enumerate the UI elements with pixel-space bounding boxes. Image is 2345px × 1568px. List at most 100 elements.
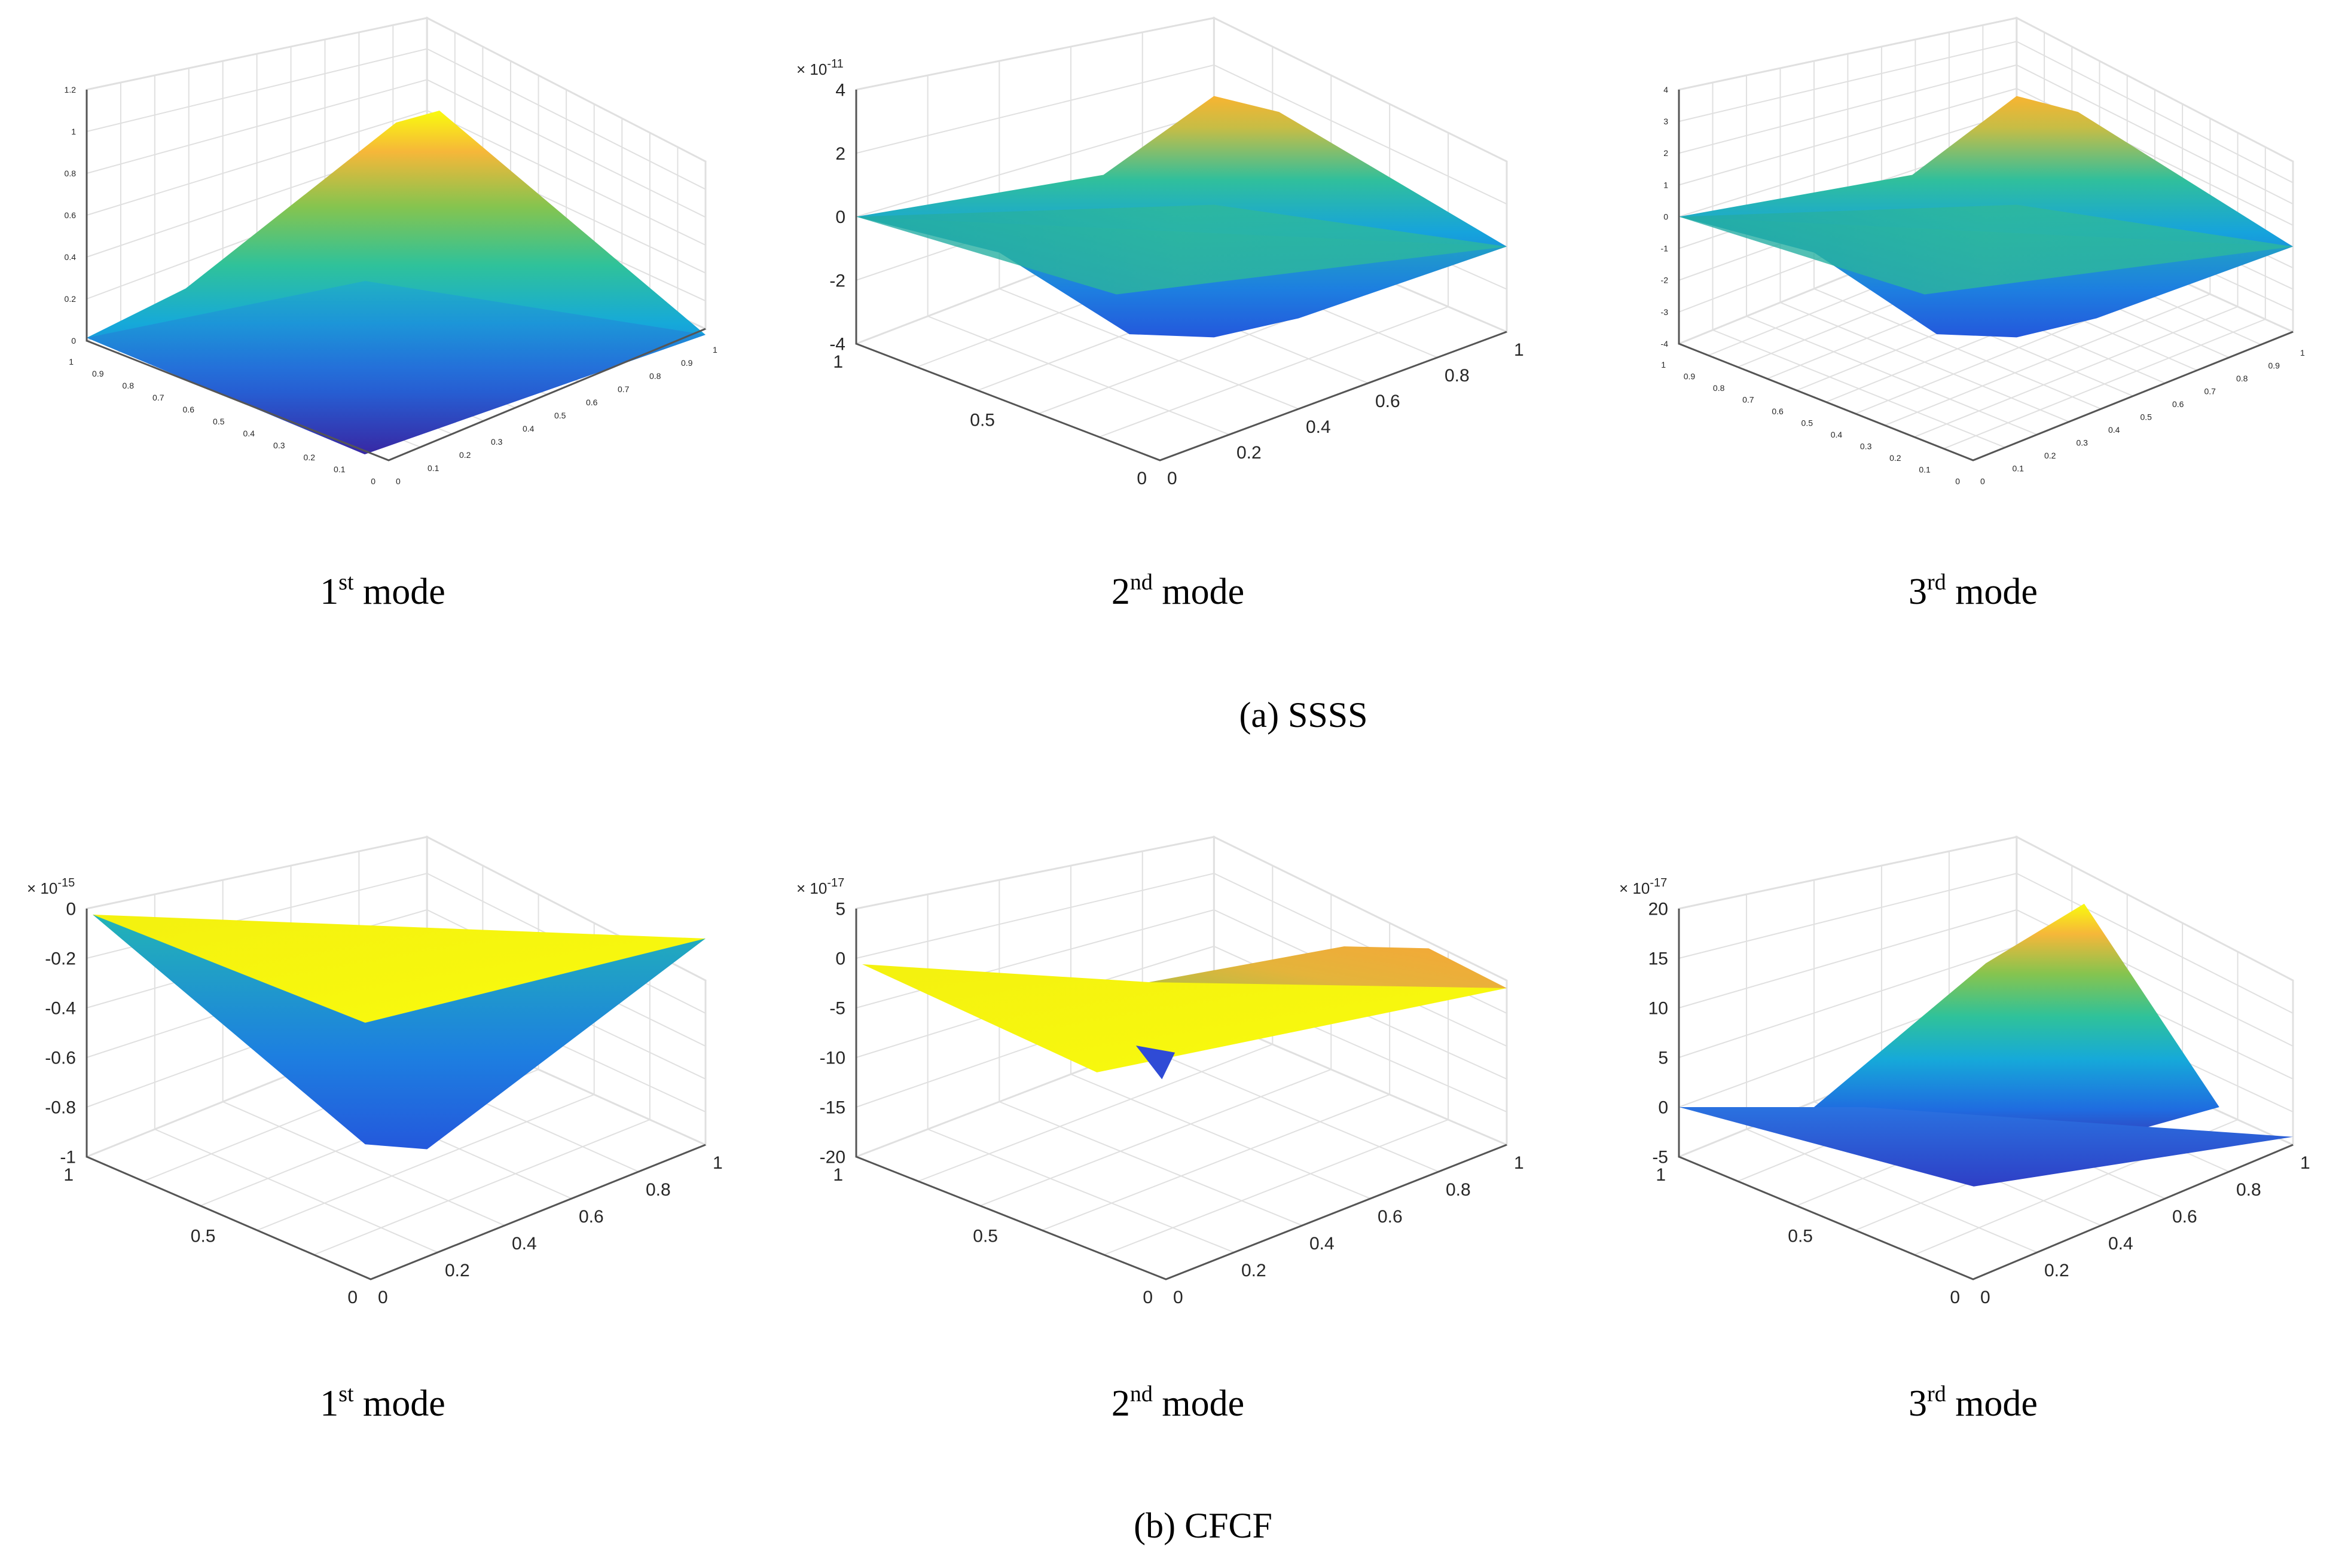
y-tick-label: 0.3 — [1860, 442, 1872, 451]
x-tick-label: 0.9 — [681, 358, 693, 368]
y-tick-label: 0 — [1143, 1288, 1153, 1307]
floor-grid-line — [927, 316, 1230, 435]
exponent-label: × 10-17 — [1619, 876, 1667, 897]
x-tick-label: 0.8 — [649, 371, 661, 381]
y-tick-label: 1 — [833, 1165, 843, 1185]
x-tick-label: 0.8 — [2236, 1180, 2261, 1200]
y-tick-label: 0.6 — [1772, 406, 1784, 416]
mode-caption: 3rd mode — [1909, 570, 2038, 612]
z-tick-label: 15 — [1648, 949, 1668, 969]
axis-edge — [1678, 909, 2294, 1280]
x-tick-label: 0.6 — [1378, 1207, 1403, 1227]
z-tick-label: 10 — [1648, 999, 1668, 1019]
grid-line — [86, 48, 706, 190]
floor-grid-line — [1070, 1074, 1371, 1199]
surface-floor — [1679, 1107, 2293, 1187]
x-tick-label: 0.1 — [428, 463, 439, 473]
y-tick-label: 0.1 — [1919, 465, 1931, 475]
axis-edge — [86, 90, 706, 461]
y-tick-label: 0.4 — [243, 429, 255, 438]
mode-caption-suffix: mode — [354, 1383, 445, 1424]
mode-caption-suffix: mode — [1946, 1383, 2038, 1424]
x-tick-label: 0.4 — [523, 424, 535, 433]
y-tick-label: 0.5 — [1802, 418, 1813, 428]
x-tick-label: 0.5 — [2141, 412, 2152, 422]
floor-grid-line — [1142, 1046, 1439, 1172]
y-tick-label: 0.9 — [92, 369, 104, 378]
y-tick-label: 0.5 — [970, 411, 995, 430]
floor-grid-line — [999, 1101, 1303, 1226]
mode-caption-suffix: mode — [1153, 571, 1244, 612]
x-tick-label: 1 — [713, 345, 717, 354]
x-tick-label: 0.4 — [2108, 1234, 2133, 1254]
y-tick-label: 0.4 — [1831, 430, 1843, 439]
y-tick-label: 0 — [1950, 1288, 1960, 1307]
mode-caption-ordinal: nd — [1130, 570, 1153, 595]
z-tick-label: -3 — [1661, 307, 1669, 317]
x-tick-label: 0 — [396, 476, 401, 486]
mode-caption-suffix: mode — [1946, 571, 2038, 612]
x-tick-label: 0.2 — [1236, 443, 1262, 463]
z-tick-label: 2 — [835, 144, 845, 164]
mode-caption-suffix: mode — [354, 571, 445, 612]
z-tick-label: 5 — [1658, 1049, 1668, 1068]
z-tick-label: -15 — [820, 1098, 845, 1118]
z-tick-label: 4 — [1663, 85, 1668, 94]
z-tick-label: 1 — [71, 127, 76, 136]
x-tick-label: 0.8 — [1445, 366, 1470, 386]
x-tick-label: 0.2 — [445, 1261, 470, 1280]
z-tick-label: -4 — [829, 335, 845, 354]
z-tick-label: -2 — [1661, 276, 1669, 285]
floor-grid-line — [1885, 294, 2210, 426]
z-tick-label: 0 — [1658, 1098, 1668, 1118]
surface-yellow-plane — [862, 964, 1507, 1072]
mode-caption-ordinal: rd — [1927, 570, 1946, 595]
z-tick-label: 1.2 — [65, 85, 77, 94]
x-tick-label: 0.3 — [491, 437, 503, 447]
z-tick-label: 0 — [835, 949, 845, 969]
y-tick-label: 1 — [1661, 360, 1666, 369]
x-tick-label: 0.6 — [586, 398, 598, 407]
z-tick-label: -0.8 — [45, 1098, 76, 1118]
x-tick-label: 0 — [1167, 469, 1177, 488]
z-tick-label: 0 — [835, 207, 845, 227]
z-tick-label: 5 — [835, 900, 845, 919]
surface-base — [87, 281, 706, 454]
x-tick-label: 0.2 — [2044, 1261, 2069, 1280]
x-tick-label: 0.4 — [2108, 425, 2120, 435]
exponent-power: -17 — [1650, 876, 1667, 890]
y-tick-label: 0 — [1137, 469, 1147, 488]
x-tick-label: 0.4 — [1309, 1234, 1335, 1254]
floor-grid-line — [918, 1044, 1273, 1182]
mode-caption: 1st mode — [320, 1381, 445, 1424]
z-tick-label: 4 — [835, 81, 845, 100]
mode-caption-suffix: mode — [1153, 1383, 1244, 1424]
x-tick-label: 0 — [1173, 1288, 1183, 1307]
x-tick-label: 1 — [1514, 1153, 1524, 1173]
axis-edge — [86, 909, 706, 1280]
y-tick-label: 0 — [371, 476, 375, 486]
x-tick-label: 0.8 — [1446, 1180, 1471, 1200]
z-tick-label: 0 — [66, 900, 76, 919]
x-tick-label: 0.8 — [646, 1180, 671, 1200]
y-tick-label: 0.2 — [1889, 453, 1901, 463]
x-tick-label: 1 — [1514, 340, 1524, 360]
y-tick-label: 0.9 — [1684, 372, 1696, 381]
x-tick-label: 1 — [2300, 348, 2305, 357]
floor-grid-line — [154, 1129, 438, 1253]
z-tick-label: 3 — [1663, 117, 1668, 126]
z-tick-label: 0.2 — [65, 294, 77, 304]
chart-2: -4 -2 0 2 4 × 10-11 1 0.5 0 0 0.2 0.4 0.6 0.8 1 2nd mod… — [796, 16, 1524, 612]
surface-spike — [1135, 1046, 1175, 1080]
y-tick-label: 0.5 — [1788, 1227, 1813, 1246]
z-tick-label: 0 — [1663, 212, 1668, 221]
z-tick-label: -2 — [829, 271, 845, 291]
z-tick-label: 0.6 — [65, 210, 77, 220]
exponent-label: × 10-15 — [27, 876, 75, 897]
mode-caption: 2nd mode — [1112, 1381, 1244, 1424]
x-tick-label: 0.9 — [2268, 361, 2280, 371]
chart-3: -4 -3 -2 -1 0 1 2 3 4 1 0.9 0.8 0.7 0.6 0.5 0.4 0.3 0.2 0.… — [1661, 16, 2305, 612]
y-tick-label: 1 — [69, 357, 74, 366]
y-tick-label: 0.7 — [1742, 395, 1754, 405]
